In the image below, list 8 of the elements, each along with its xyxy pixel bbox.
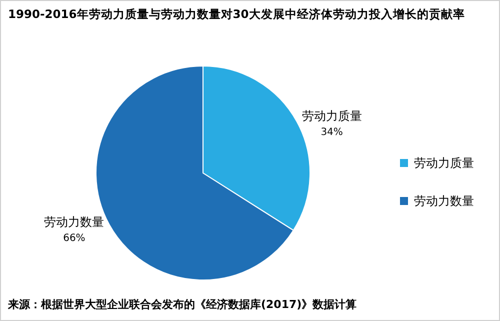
data-label: 66% [63,233,86,244]
source-note: 来源：根据世界大型企业联合会发布的《经济数据库(2017)》数据计算 [7,298,357,311]
slice-label: 劳动力数量 [44,215,104,230]
legend-label: 劳动力数量 [414,194,474,208]
data-label: 34% [320,126,343,138]
chart-title: 1990-2016年劳动力质量与劳动力数量对30大发展中经济体劳动力投入增长的贡献率 [8,7,465,21]
slice-label: 劳动力质量 [302,108,362,123]
legend-label: 劳动力质量 [414,156,474,170]
